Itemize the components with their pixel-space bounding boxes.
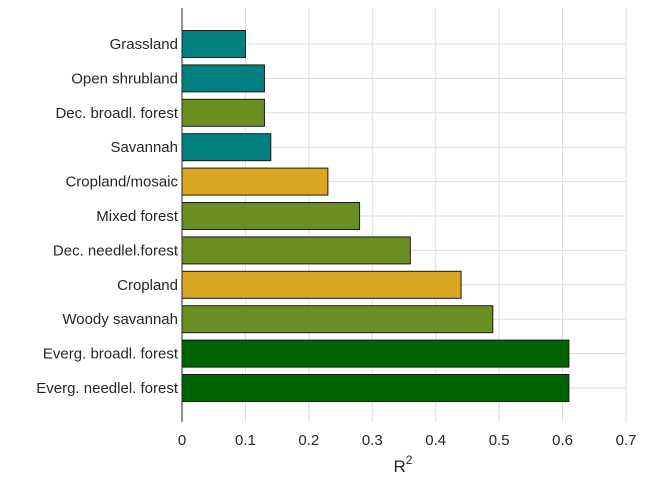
x-tick-label: 0.2 xyxy=(298,432,319,449)
category-label: Dec. broadl. forest xyxy=(55,105,178,122)
category-label: Cropland xyxy=(117,277,178,294)
bar-9 xyxy=(181,339,570,368)
bar-6 xyxy=(181,236,411,265)
labels: Grassland Open shrubland Dec. broadl. fore… xyxy=(36,36,636,449)
x-axis-title: R2 xyxy=(394,453,413,476)
category-label: Savannah xyxy=(110,139,178,156)
x-tick-label: 0.6 xyxy=(552,432,573,449)
category-label: Mixed forest xyxy=(96,208,179,225)
x-tick-label: 0.7 xyxy=(616,432,637,449)
bar-2 xyxy=(181,98,265,127)
bar-5 xyxy=(181,202,361,230)
category-label: Open shrubland xyxy=(71,70,178,87)
bar-8 xyxy=(181,305,494,334)
bar-3 xyxy=(181,133,272,162)
category-label: Cropland/mosaic xyxy=(65,174,178,191)
category-label: Everg. needlel. forest xyxy=(36,380,179,397)
category-label: Grassland xyxy=(110,36,178,53)
bar-7 xyxy=(181,270,462,299)
x-axis-title-superscript: 2 xyxy=(406,453,413,467)
category-label: Woody savannah xyxy=(62,311,178,328)
bar-1 xyxy=(181,64,265,93)
x-tick-label: 0 xyxy=(178,432,186,449)
x-tick-label: 0.4 xyxy=(425,432,446,449)
x-tick-label: 0.5 xyxy=(489,432,510,449)
x-tick-label: 0.1 xyxy=(235,432,256,449)
category-label: Everg. broadl. forest xyxy=(43,346,179,363)
category-label: Dec. needlel.forest xyxy=(53,242,179,259)
bar-4 xyxy=(181,167,329,196)
x-axis-title-base: R xyxy=(394,457,406,476)
bar-0 xyxy=(181,30,246,58)
x-tick-label: 0.3 xyxy=(362,432,383,449)
bar-10 xyxy=(181,374,570,402)
